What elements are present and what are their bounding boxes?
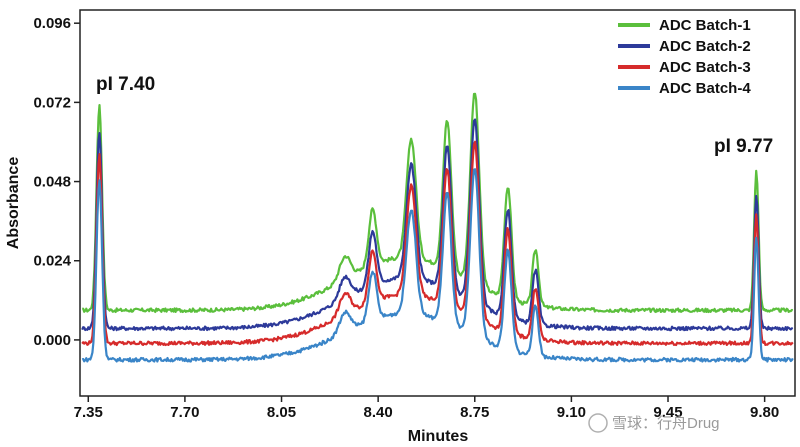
x-axis-title: Minutes <box>408 428 469 445</box>
x-tick-label: 8.75 <box>460 404 489 421</box>
annotation-pi-740: pI 7.40 <box>96 74 155 95</box>
series-line-batch-4 <box>81 168 794 363</box>
x-tick-label: 8.05 <box>267 404 296 421</box>
series-line-batch-3 <box>81 140 794 347</box>
snowball-logo-icon <box>588 413 608 433</box>
x-tick-label: 9.45 <box>653 404 682 421</box>
y-tick-label: 0.072 <box>33 94 71 111</box>
series-line-batch-1 <box>82 92 794 314</box>
watermark-text: 雪球：行舟Drug <box>612 415 720 432</box>
x-tick-label: 8.40 <box>364 404 393 421</box>
y-tick-label: 0.000 <box>33 332 71 349</box>
x-tick-label: 7.35 <box>74 404 103 421</box>
y-tick-label: 0.024 <box>33 253 71 270</box>
legend-item-batch-3[interactable]: ADC Batch-3 <box>618 59 751 76</box>
legend: ADC Batch-1 ADC Batch-2 ADC Batch-3 ADC … <box>618 17 751 97</box>
annotation-pi-977: pI 9.77 <box>714 136 773 157</box>
series-line-batch-2 <box>81 118 794 332</box>
watermark: 雪球：行舟Drug <box>588 413 720 433</box>
legend-item-batch-1[interactable]: ADC Batch-1 <box>618 17 751 34</box>
legend-item-batch-2[interactable]: ADC Batch-2 <box>618 38 751 55</box>
x-tick-label: 7.70 <box>170 404 199 421</box>
legend-item-batch-4[interactable]: ADC Batch-4 <box>618 80 751 97</box>
legend-label: ADC Batch-4 <box>659 80 751 97</box>
legend-label: ADC Batch-1 <box>659 17 751 34</box>
legend-label: ADC Batch-2 <box>659 38 751 55</box>
x-tick-label: 9.10 <box>557 404 586 421</box>
y-axis-title: Absorbance <box>5 157 22 250</box>
plot-frame <box>79 9 796 397</box>
y-tick-label: 0.096 <box>33 15 71 32</box>
y-tick-label: 0.048 <box>33 174 71 191</box>
legend-label: ADC Batch-3 <box>659 59 751 76</box>
x-tick-label: 9.80 <box>750 404 779 421</box>
